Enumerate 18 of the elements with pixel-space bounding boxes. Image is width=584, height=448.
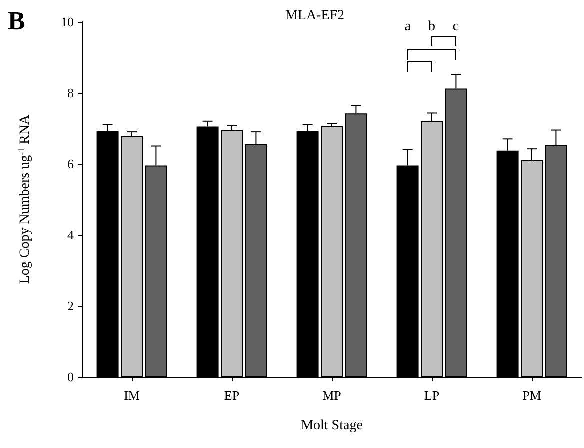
x-tick-label: EP bbox=[224, 388, 240, 403]
y-tick-label: 4 bbox=[68, 228, 74, 242]
x-tick-label: MP bbox=[322, 388, 342, 403]
y-tick-label: 6 bbox=[68, 156, 74, 172]
chart-title: MLA-EF2 bbox=[285, 8, 345, 24]
annotation: a bbox=[404, 20, 412, 34]
text: B bbox=[8, 6, 26, 36]
x-tick-label: LP bbox=[424, 388, 440, 403]
y-tick-label: 8 bbox=[68, 86, 74, 100]
y-tick-label: 0 bbox=[68, 370, 74, 384]
annotation: b bbox=[428, 20, 436, 34]
x-tick-label: PM bbox=[522, 388, 542, 403]
x-tick-label: IM bbox=[124, 388, 140, 403]
y-tick-label: 10 bbox=[61, 14, 74, 30]
annotation: c bbox=[452, 20, 460, 34]
y-tick-label: 2 bbox=[68, 298, 74, 314]
x-axis-title: Molt Stage bbox=[301, 418, 363, 434]
y-axis-title: Log Copy Numbers ug-1 RNA bbox=[16, 114, 33, 284]
